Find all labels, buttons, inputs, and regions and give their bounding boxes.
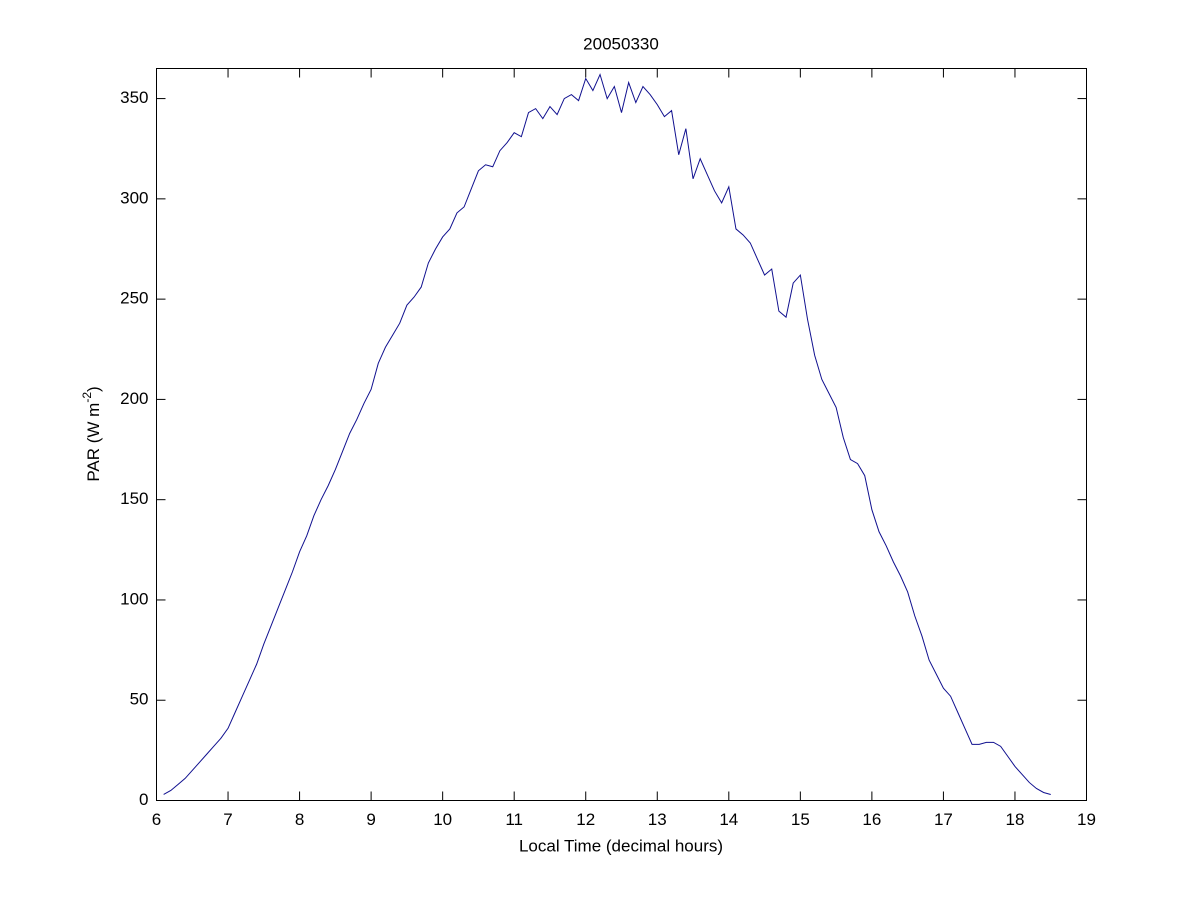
y-tick-label: 150 (120, 489, 148, 508)
x-tick-label: 7 (223, 810, 232, 829)
x-tick-label: 8 (295, 810, 304, 829)
x-tick-label: 11 (505, 810, 523, 829)
y-tick-label: 0 (139, 790, 148, 809)
y-tick-label: 350 (120, 88, 148, 107)
x-tick-label: 15 (791, 810, 810, 829)
y-tick-label: 100 (120, 589, 148, 608)
x-tick-label: 17 (934, 810, 953, 829)
data-line (163, 73, 1051, 795)
x-tick-label: 10 (433, 810, 452, 829)
y-tick-label: 200 (120, 389, 148, 408)
y-tick-label: 250 (120, 289, 148, 308)
y-label-exponent: -2 (80, 392, 94, 403)
y-tick-label: 300 (120, 188, 148, 207)
x-tick-label: 12 (576, 810, 595, 829)
y-tick-label: 50 (130, 690, 149, 709)
x-tick-label: 13 (648, 810, 667, 829)
plot-frame (156, 68, 1087, 801)
x-tick-label: 9 (366, 810, 375, 829)
x-tick-label: 14 (719, 810, 738, 829)
y-label-main: PAR (W m (84, 403, 103, 482)
x-tick-label: 19 (1077, 810, 1096, 829)
x-tick-label: 6 (152, 810, 161, 829)
x-axis-label: Local Time (decimal hours) (519, 836, 723, 855)
chart-title: 20050330 (583, 34, 659, 53)
x-tick-label: 18 (1006, 810, 1025, 829)
y-axis-label: PAR (W m-2) (80, 386, 103, 481)
x-tick-label: 16 (862, 810, 881, 829)
y-label-close: ) (84, 386, 103, 392)
